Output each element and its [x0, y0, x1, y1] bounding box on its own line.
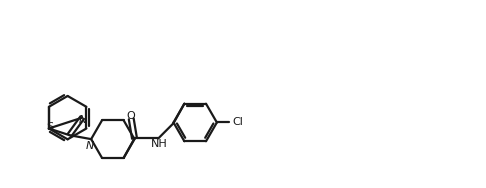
Text: N: N [86, 141, 94, 151]
Text: S: S [46, 121, 53, 132]
Text: Cl: Cl [233, 118, 243, 127]
Text: NH: NH [151, 139, 168, 149]
Text: N: N [79, 115, 87, 125]
Text: O: O [126, 111, 135, 121]
